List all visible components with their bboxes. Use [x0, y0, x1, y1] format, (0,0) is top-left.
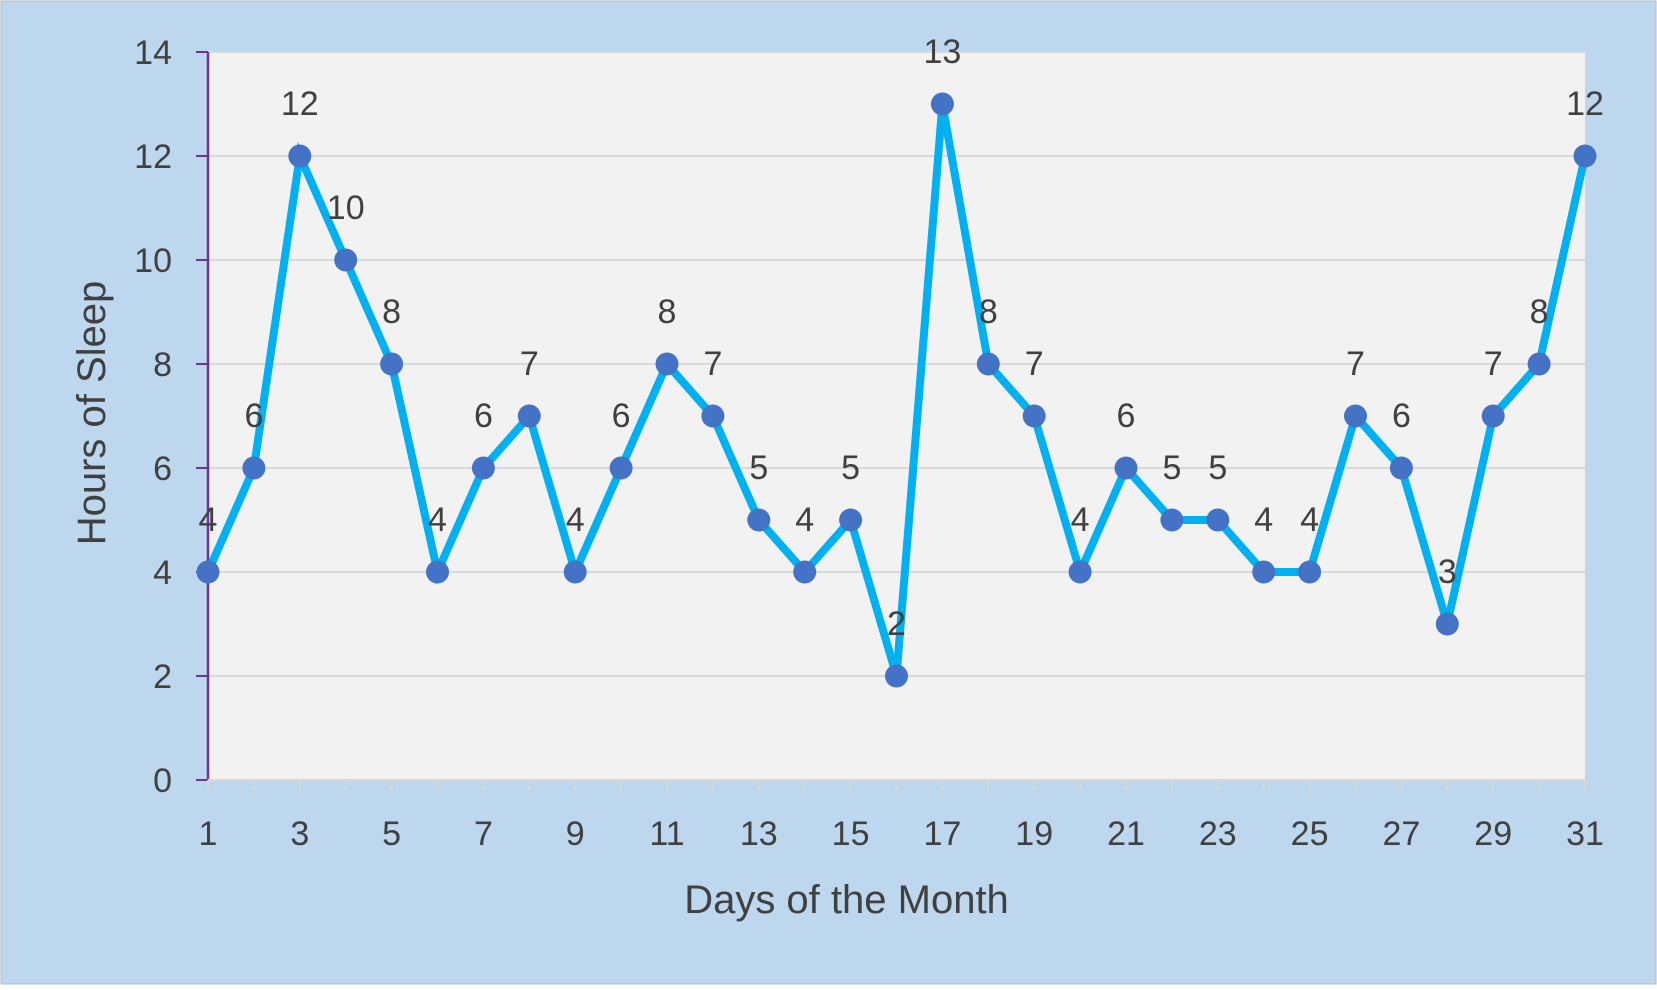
- data-point: [563, 560, 587, 584]
- data-point: [1022, 404, 1046, 428]
- data-label: 7: [703, 345, 722, 383]
- data-point: [885, 664, 908, 688]
- data-point: [1160, 508, 1184, 532]
- data-label: 6: [474, 397, 493, 435]
- x-tick-label: 31: [1566, 815, 1604, 853]
- data-label: 6: [612, 397, 631, 435]
- data-point: [426, 560, 449, 584]
- x-tick-label: 29: [1474, 815, 1512, 853]
- data-label: 13: [923, 33, 961, 71]
- data-point: [701, 404, 725, 428]
- data-label: 7: [1484, 345, 1503, 383]
- x-tick-label: 1: [199, 815, 218, 853]
- y-tick-label: 14: [134, 34, 172, 72]
- data-point: [1527, 352, 1551, 376]
- data-label: 8: [658, 293, 677, 331]
- data-point: [976, 352, 1000, 376]
- data-point: [1068, 560, 1092, 584]
- data-point: [1206, 508, 1230, 532]
- data-point: [471, 456, 495, 480]
- data-point: [930, 92, 954, 116]
- data-label: 2: [887, 605, 906, 643]
- x-tick-label: 9: [566, 815, 585, 853]
- series-sleep: [196, 92, 1597, 688]
- data-label: 6: [244, 397, 263, 435]
- y-tick-label: 6: [153, 450, 172, 488]
- data-label: 4: [199, 501, 218, 539]
- data-point: [288, 144, 312, 168]
- data-point: [747, 508, 771, 532]
- y-tick-label: 4: [153, 554, 172, 592]
- data-point: [1114, 456, 1138, 480]
- data-label: 5: [1208, 449, 1227, 487]
- data-point: [793, 560, 817, 584]
- data-label: 5: [749, 449, 768, 487]
- data-label: 5: [1162, 449, 1181, 487]
- x-tick-label: 7: [474, 815, 493, 853]
- data-label: 4: [1300, 501, 1319, 539]
- data-point: [1252, 560, 1276, 584]
- x-tick-label: 27: [1382, 815, 1420, 853]
- x-axis-title: Days of the Month: [684, 878, 1009, 922]
- data-label: 5: [841, 449, 860, 487]
- data-point: [839, 508, 863, 532]
- x-tick-label: 23: [1199, 815, 1237, 853]
- data-label: 10: [327, 189, 365, 227]
- data-point: [1389, 456, 1413, 480]
- data-label: 6: [1392, 397, 1411, 435]
- y-tick-label: 2: [153, 658, 172, 696]
- data-point: [609, 456, 633, 480]
- data-point: [380, 352, 404, 376]
- data-label: 7: [1346, 345, 1365, 383]
- x-tick-label: 17: [923, 815, 961, 853]
- data-label: 8: [979, 293, 998, 331]
- data-point: [242, 456, 266, 480]
- data-point: [1435, 612, 1459, 636]
- data-label: 4: [566, 501, 585, 539]
- data-label: 7: [520, 345, 539, 383]
- x-tick-label: 19: [1015, 815, 1053, 853]
- x-tick-label: 13: [740, 815, 778, 853]
- data-label: 3: [1438, 553, 1457, 591]
- data-label: 7: [1025, 345, 1044, 383]
- data-label: 4: [1254, 501, 1273, 539]
- x-tick-label: 25: [1291, 815, 1329, 853]
- data-label: 4: [1071, 501, 1090, 539]
- data-label: 6: [1117, 397, 1136, 435]
- y-tick-label: 10: [134, 242, 172, 280]
- data-label: 4: [795, 501, 814, 539]
- y-axis-title: Hours of Sleep: [70, 281, 114, 546]
- data-label: 4: [428, 501, 447, 539]
- data-label: 12: [1566, 85, 1604, 123]
- x-tick-label: 5: [382, 815, 401, 853]
- x-tick-label: 3: [290, 815, 309, 853]
- data-point: [1298, 560, 1322, 584]
- data-point: [1573, 144, 1597, 168]
- x-tick-label: 21: [1107, 815, 1145, 853]
- data-point: [1344, 404, 1367, 428]
- y-tick-label: 0: [153, 762, 172, 800]
- data-point: [334, 248, 358, 272]
- data-point: [1481, 404, 1505, 428]
- y-tick-label: 8: [153, 346, 172, 384]
- data-label: 8: [382, 293, 401, 331]
- data-point: [196, 560, 220, 584]
- data-point: [517, 404, 541, 428]
- y-tick-label: 12: [134, 138, 172, 176]
- x-tick-label: 11: [649, 815, 684, 853]
- data-label: 12: [281, 85, 319, 123]
- data-point: [655, 352, 679, 376]
- data-label: 8: [1530, 293, 1549, 331]
- x-tick-label: 15: [832, 815, 870, 853]
